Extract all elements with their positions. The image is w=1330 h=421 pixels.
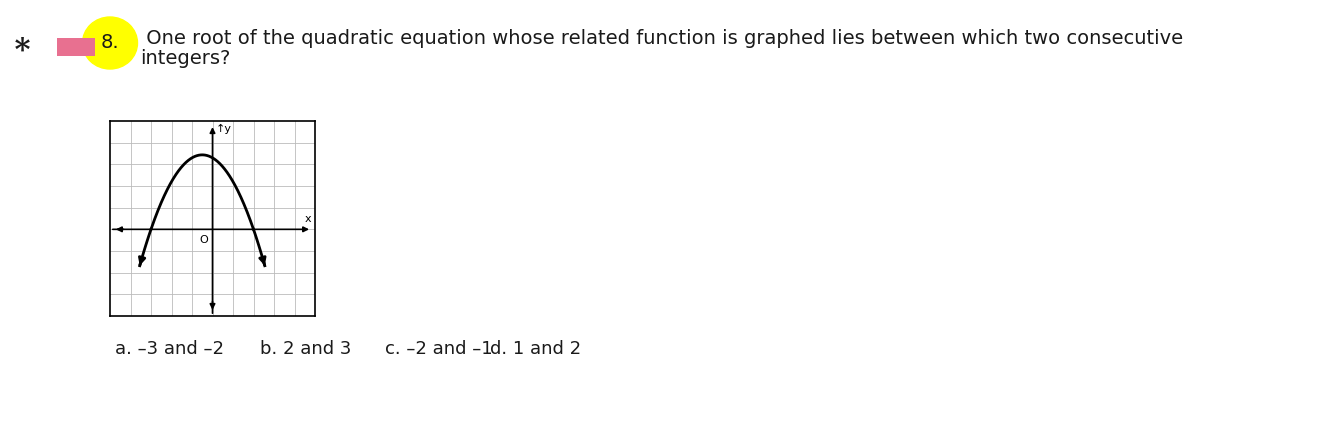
- Text: b. 2 and 3: b. 2 and 3: [259, 340, 351, 358]
- Text: x: x: [305, 214, 311, 224]
- Text: 8.: 8.: [101, 34, 120, 53]
- Text: O: O: [200, 235, 207, 245]
- Text: a. –3 and –2: a. –3 and –2: [114, 340, 223, 358]
- Text: One root of the quadratic equation whose related function is graphed lies betwee: One root of the quadratic equation whose…: [140, 29, 1184, 48]
- Text: ↑y: ↑y: [215, 124, 231, 134]
- Text: ∗: ∗: [12, 29, 32, 61]
- FancyBboxPatch shape: [57, 38, 94, 56]
- Text: c. –2 and –1: c. –2 and –1: [384, 340, 492, 358]
- Text: integers?: integers?: [140, 48, 230, 67]
- Text: d. 1 and 2: d. 1 and 2: [489, 340, 581, 358]
- Ellipse shape: [82, 17, 137, 69]
